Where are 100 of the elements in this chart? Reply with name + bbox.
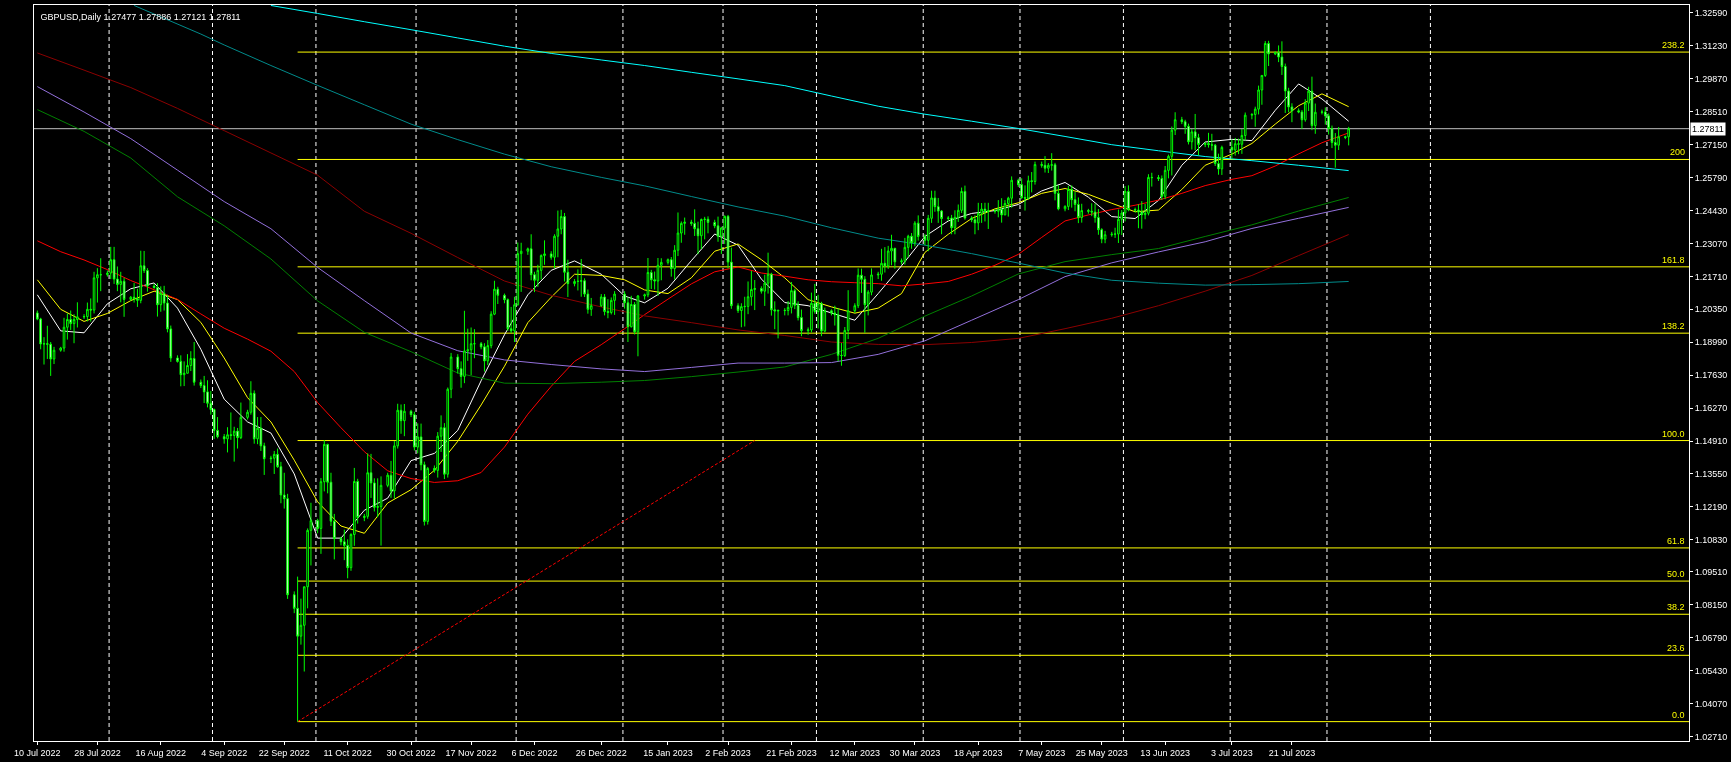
candlestick	[132, 282, 136, 304]
candlestick	[483, 342, 486, 373]
x-tick-label: 15 Jan 2023	[643, 747, 693, 758]
y-tick-label: 1.04070	[1694, 698, 1728, 709]
candlestick	[1233, 137, 1237, 157]
ref-line-label: 61.8	[1667, 536, 1685, 546]
y-tick-label: 1.06790	[1694, 632, 1728, 643]
candlestick	[272, 450, 276, 475]
ref-line-label: 50.0	[1667, 569, 1685, 579]
candlestick	[950, 214, 953, 235]
candlestick	[856, 267, 860, 309]
candlestick	[790, 281, 793, 314]
y-tick-label: 1.18990	[1694, 337, 1728, 348]
x-tick-label: 11 Oct 2022	[323, 747, 372, 758]
candlestick	[202, 375, 206, 404]
y-tick-label: 1.17630	[1694, 370, 1728, 381]
candlestick	[1137, 203, 1140, 229]
candlestick	[646, 257, 650, 298]
ref-line-label: 38.2	[1667, 602, 1685, 612]
x-tick-label: 22 Sep 2022	[258, 747, 310, 758]
candlestick	[1147, 173, 1150, 216]
y-tick-label: 1.09510	[1694, 566, 1728, 577]
x-tick-label: 2 Feb 2023	[705, 747, 751, 758]
candlestick	[62, 317, 66, 353]
candlestick	[836, 307, 840, 362]
y-tick-label: 1.02710	[1694, 731, 1728, 742]
y-tick-label: 1.12190	[1694, 502, 1728, 513]
candlestick	[603, 293, 606, 316]
candlestick	[1000, 197, 1003, 224]
candlestick	[179, 354, 183, 387]
candlestick	[890, 234, 893, 266]
y-tick-label: 1.14910	[1694, 436, 1728, 447]
y-tick-label: 1.20350	[1694, 304, 1728, 315]
candlestick	[986, 202, 990, 230]
candlestick	[1347, 126, 1350, 146]
candlestick	[159, 285, 163, 313]
candlestick	[426, 466, 430, 526]
ref-line-label: 23.6	[1667, 643, 1685, 653]
y-tick-label: 1.10830	[1694, 534, 1728, 545]
x-tick-label: 26 Dec 2022	[575, 747, 627, 758]
candlestick	[109, 246, 113, 280]
y-tick-label: 1.23070	[1694, 238, 1728, 249]
candlestick	[296, 576, 299, 723]
candlestick	[192, 341, 196, 387]
line-series	[36, 52, 1350, 346]
candlestick	[1207, 132, 1210, 149]
y-tick-label: 1.16270	[1694, 403, 1728, 414]
candlestick	[1043, 155, 1047, 174]
x-tick-label: 30 Mar 2023	[889, 747, 941, 758]
ref-line-label: 138.2	[1662, 321, 1685, 331]
candlestick	[916, 214, 920, 242]
candlestick	[579, 258, 583, 298]
ref-line-label: 238.2	[1662, 40, 1685, 50]
text: GBPUSD,Daily 1.27477 1.27886 1.27121 1.27811	[40, 12, 241, 23]
candlestick	[1070, 184, 1074, 209]
candlestick	[469, 326, 473, 376]
candlestick	[1103, 230, 1107, 244]
candlestick	[700, 218, 703, 250]
x-tick-label: 10 Jul 2022	[14, 747, 61, 758]
y-tick-label: 1.32590	[1694, 8, 1728, 19]
candlestick	[880, 248, 883, 282]
candlestick	[366, 452, 369, 520]
y-tick-label: 1.13550	[1694, 469, 1728, 480]
candlestick	[903, 237, 907, 266]
candlestick	[613, 290, 616, 316]
candlestick	[606, 298, 610, 319]
x-tick-label: 21 Jul 2023	[1268, 747, 1316, 758]
x-tick-label: 21 Feb 2023	[766, 747, 817, 758]
y-tick-label: 1.08150	[1694, 599, 1728, 610]
x-tick-label: 17 Nov 2022	[445, 747, 497, 758]
line-series	[270, 5, 1350, 172]
x-tick-label: 25 May 2023	[1075, 747, 1128, 758]
y-tick-label: 1.25790	[1694, 172, 1728, 183]
candlestick	[636, 294, 640, 357]
x-tick-label: 13 Jun 2023	[1140, 747, 1190, 758]
x-tick-label: 18 Apr 2023	[954, 747, 1003, 758]
candlestick	[463, 310, 466, 384]
x-tick-label: 6 Dec 2022	[511, 747, 558, 758]
candlestick	[1193, 113, 1197, 151]
line-series	[36, 132, 1350, 483]
x-tick-label: 3 Jul 2023	[1211, 747, 1253, 758]
y-tick-label: 1.29870	[1694, 73, 1728, 84]
y-tick-label: 1.05430	[1694, 665, 1728, 676]
ref-line-label: 100.0	[1662, 429, 1685, 439]
candlestick	[656, 257, 660, 297]
x-tick-label: 4 Sep 2022	[201, 747, 248, 758]
candlestick	[976, 202, 980, 231]
candlestick	[1220, 145, 1224, 176]
ref-line-label: 1.27811	[1692, 124, 1724, 134]
x-tick-label: 7 May 2023	[1018, 747, 1066, 758]
x-tick-label: 12 Mar 2023	[829, 747, 881, 758]
candlestick	[1067, 185, 1070, 211]
candlestick	[1110, 231, 1114, 238]
y-tick-label: 1.28510	[1694, 106, 1728, 117]
ref-line-label: 200	[1670, 147, 1686, 157]
candlestick	[506, 297, 510, 332]
y-tick-label: 1.31230	[1694, 41, 1728, 52]
candlestick	[86, 302, 89, 322]
y-tick-label: 1.21710	[1694, 271, 1728, 282]
candlestick	[156, 282, 159, 318]
